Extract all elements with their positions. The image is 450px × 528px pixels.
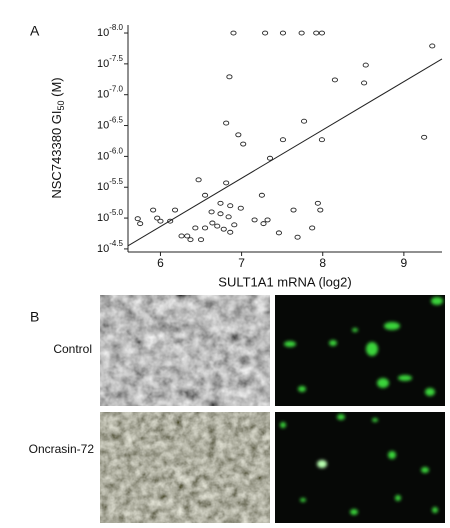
y-tick-label: 10-6.5	[97, 116, 124, 132]
point	[317, 207, 324, 213]
point	[217, 211, 224, 217]
point	[251, 217, 258, 223]
point	[227, 229, 234, 235]
point	[318, 137, 325, 143]
point	[331, 77, 338, 83]
point	[197, 237, 205, 243]
point	[279, 30, 287, 36]
point	[214, 223, 221, 229]
point	[290, 207, 297, 213]
point	[262, 30, 269, 36]
point	[240, 141, 247, 147]
y-tick-label: 10-6.0	[97, 146, 124, 162]
point	[202, 225, 209, 231]
y-tick-base: 10	[97, 212, 109, 224]
point	[260, 221, 267, 227]
point	[225, 214, 232, 220]
point	[318, 30, 325, 36]
fit-line	[127, 58, 443, 247]
y-tick-exponent: -5.0	[109, 208, 123, 217]
point	[362, 62, 369, 68]
point	[178, 233, 185, 239]
point	[154, 215, 161, 221]
y-tick-label: 10-5.0	[97, 208, 124, 224]
y-tick-base: 10	[97, 150, 109, 162]
y-tick-exponent: -7.0	[109, 85, 123, 94]
x-tick-label: 9	[401, 256, 408, 270]
y-label-part: (M)	[49, 77, 64, 100]
y-tick-label: 10-4.5	[97, 239, 124, 255]
point	[172, 207, 179, 213]
point	[313, 30, 320, 36]
x-tick-label: 7	[238, 256, 245, 270]
point	[230, 30, 237, 36]
point	[294, 234, 301, 240]
micrograph-control-fluorescence	[275, 295, 445, 406]
micrograph-oncrasin-fluorescence	[275, 412, 445, 523]
y-tick-exponent: -6.0	[109, 146, 123, 155]
x-tick-label: 6	[157, 256, 164, 270]
y-tick-base: 10	[97, 243, 109, 255]
point	[266, 155, 274, 161]
point	[195, 177, 202, 183]
point	[192, 225, 199, 231]
point	[209, 220, 216, 226]
point	[167, 218, 174, 224]
point	[235, 132, 242, 138]
point	[421, 134, 428, 140]
point	[301, 118, 308, 124]
point	[275, 230, 282, 236]
y-label-sub: 50	[56, 100, 66, 110]
point	[220, 226, 227, 232]
point	[137, 221, 144, 227]
point	[226, 74, 233, 80]
x-axis-label: SULT1A1 mRNA (log2)	[218, 274, 351, 289]
point	[258, 192, 265, 198]
point	[157, 218, 164, 224]
point	[227, 203, 234, 209]
y-tick-base: 10	[97, 27, 109, 39]
point	[279, 137, 287, 143]
point	[429, 43, 436, 49]
y-label-part: NSC743380 GI	[49, 110, 64, 198]
y-axis-label: NSC743380 GI50 (M)	[49, 77, 66, 198]
point	[223, 120, 230, 126]
point	[314, 200, 321, 206]
point	[231, 222, 238, 228]
point	[208, 209, 215, 215]
y-tick-label: 10-5.5	[97, 177, 124, 193]
point	[298, 30, 305, 36]
y-tick-exponent: -4.5	[109, 239, 123, 248]
y-tick-exponent: -5.5	[109, 177, 123, 186]
y-tick-base: 10	[97, 58, 109, 70]
micrograph-oncrasin-phase	[100, 412, 270, 523]
point	[361, 80, 368, 86]
y-tick-base: 10	[97, 119, 109, 131]
image-row-label: Control	[53, 342, 92, 356]
point	[202, 192, 209, 198]
panel-label: A	[30, 23, 40, 39]
y-tick-exponent: -8.0	[109, 23, 123, 32]
y-tick-base: 10	[97, 89, 109, 101]
point	[217, 200, 224, 206]
micrograph-control-phase	[100, 295, 270, 406]
y-tick-exponent: -6.5	[109, 116, 123, 125]
y-tick-label: 10-8.0	[97, 23, 124, 39]
point	[184, 233, 191, 239]
point	[150, 207, 157, 213]
point	[264, 217, 271, 223]
point	[134, 216, 141, 222]
y-tick-label: 10-7.0	[97, 85, 124, 101]
panel-label: B	[30, 309, 39, 325]
y-tick-exponent: -7.5	[109, 54, 123, 63]
x-tick-label: 8	[319, 256, 326, 270]
y-tick-label: 10-7.5	[97, 54, 124, 70]
point	[187, 237, 194, 243]
image-row-label: Oncrasin-72	[29, 442, 95, 456]
point	[223, 180, 230, 186]
point	[309, 225, 316, 231]
y-tick-base: 10	[97, 181, 109, 193]
point	[237, 205, 244, 211]
